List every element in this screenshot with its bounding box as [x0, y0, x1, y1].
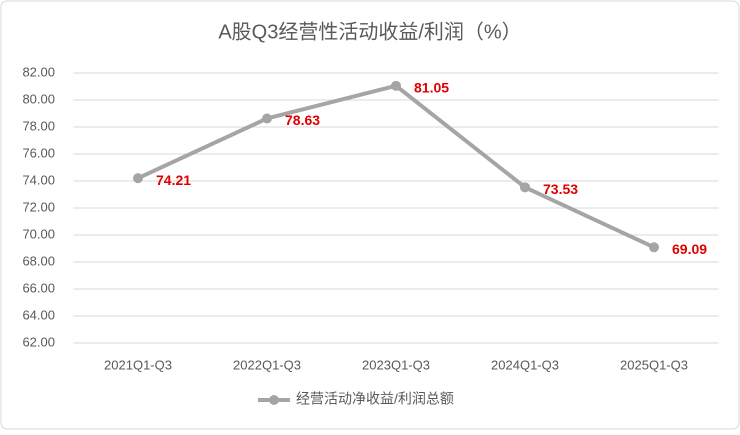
y-tick-label: 72.00 — [22, 199, 55, 214]
y-tick-label: 76.00 — [22, 145, 55, 160]
y-tick-label: 70.00 — [22, 226, 55, 241]
data-label: 78.63 — [285, 112, 320, 128]
marker — [649, 242, 659, 253]
x-tick-label: 2023Q1-Q3 — [362, 357, 430, 372]
data-label: 69.09 — [672, 241, 707, 257]
legend-label: 经营活动净收益/利润总额 — [296, 391, 454, 407]
data-label: 74.21 — [156, 172, 191, 188]
chart-title: A股Q3经营性活动收益/利润（%） — [218, 20, 521, 43]
data-label: 73.53 — [543, 181, 578, 197]
marker — [391, 80, 401, 91]
y-tick-label: 68.00 — [22, 253, 55, 268]
y-tick-label: 62.00 — [22, 334, 55, 349]
y-tick-label: 82.00 — [22, 64, 55, 79]
y-tick-label: 64.00 — [22, 307, 55, 322]
marker — [262, 113, 272, 124]
y-tick-label: 66.00 — [22, 280, 55, 295]
marker — [520, 182, 530, 193]
x-tick-label: 2024Q1-Q3 — [491, 357, 559, 372]
marker — [133, 173, 143, 184]
y-tick-label: 80.00 — [22, 91, 55, 106]
x-tick-label: 2022Q1-Q3 — [233, 357, 301, 372]
legend-marker — [269, 395, 279, 405]
x-tick-label: 2025Q1-Q3 — [620, 357, 688, 372]
data-label: 81.05 — [414, 80, 449, 96]
x-tick-label: 2021Q1-Q3 — [104, 357, 172, 372]
y-tick-label: 74.00 — [22, 172, 55, 187]
y-tick-label: 78.00 — [22, 118, 55, 133]
